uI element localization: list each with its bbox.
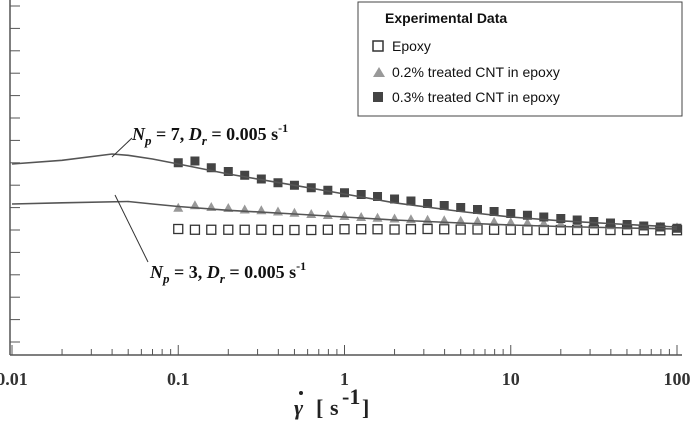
data-point-0.2-cnt [322,210,333,219]
data-point-0.3-cnt [556,214,566,223]
legend-item-epoxy: Epoxy [372,38,431,54]
data-point-0.2-cnt [405,214,416,224]
annotation-np7: Np = 7, Dr = 0.005 s-1 [111,121,288,158]
annotation-text: Np = 7, Dr = 0.005 s-1 [131,121,288,148]
data-point-epoxy [472,224,483,235]
x-axis-label-symbol: γ [294,395,304,420]
data-point-epoxy [289,224,300,236]
data-point-epoxy [272,224,284,236]
x-tick-label: 10 [502,369,520,389]
x-axis-label: γ [ s -1 ] [294,384,369,420]
data-point-0.3-cnt [655,222,665,232]
data-point-0.3-cnt [323,185,333,195]
model-curve [11,200,678,230]
data-point-epoxy [422,223,433,235]
legend: Experimental Data Epoxy 0.2% treated CNT… [357,1,683,117]
legend-label: Epoxy [392,38,431,54]
x-axis-label-unit: s [330,395,339,420]
x-tick-label: 100 [664,369,691,389]
x-tick-label: 0.01 [0,369,28,389]
data-point-epoxy [488,224,500,235]
legend-marker-filled-square [373,92,383,102]
data-point-0.3-cnt [373,192,383,201]
legend-label: 0.3% treated CNT in epoxy [392,89,560,105]
data-point-0.2-cnt [538,218,549,228]
data-point-0.3-cnt [423,199,433,208]
data-point-0.3-cnt [356,190,366,199]
data-point-epoxy [522,224,533,236]
data-point-0.2-cnt [306,209,317,218]
annotation-np3: Np = 3, Dr = 0.005 s-1 [114,194,306,286]
x-axis-label-bracket-close: ] [362,395,369,420]
data-point-epoxy [356,224,367,235]
legend-title: Experimental Data [385,10,507,26]
annotation-leader-line [114,194,149,263]
x-axis-tick-labels: 0.01 0.1 1 10 100 [0,369,691,389]
legend-item-0.2-cnt: 0.2% treated CNT in epoxy [373,64,560,80]
annotation-text: Np = 3, Dr = 0.005 s-1 [149,259,306,286]
data-point-0.3-cnt [190,156,200,166]
data-point-epoxy [505,224,516,235]
data-point-epoxy [239,224,250,235]
data-point-0.2-cnt [389,213,400,223]
data-point-epoxy [389,224,400,235]
data-point-epoxy [206,224,217,235]
data-point-epoxy [306,224,317,236]
data-point-0.3-cnt [489,207,499,216]
data-point-0.3-cnt [390,194,400,204]
data-point-epoxy [256,224,267,235]
data-point-epoxy [405,224,417,235]
data-point-0.3-cnt [589,217,599,226]
data-point-0.3-cnt [473,205,483,214]
data-point-0.2-cnt [272,206,283,216]
legend-label: 0.2% treated CNT in epoxy [392,64,560,80]
x-tick-label: 0.1 [167,369,190,389]
data-point-0.3-cnt [340,188,349,198]
legend-box [357,1,683,117]
data-point-0.2-cnt [372,212,383,222]
data-point-0.3-cnt [223,167,233,176]
data-point-0.2-cnt [289,207,300,217]
data-point-epoxy [439,224,450,235]
data-point-epoxy [372,224,383,235]
data-point-epoxy [339,224,350,235]
data-point-0.2-cnt [505,217,516,227]
data-point-0.3-cnt [173,158,183,168]
x-axis-label-bracket-open: [ [316,395,323,420]
data-point-0.2-cnt [339,211,350,220]
plot-area [11,153,683,236]
legend-marker-triangle [373,67,385,77]
y-axis-ticks [10,5,20,343]
data-point-0.3-cnt [456,203,466,212]
data-point-0.2-cnt [356,212,367,221]
data-point-0.3-cnt [539,212,549,222]
data-point-0.2-cnt [555,218,566,228]
data-point-0.3-cnt [206,163,216,173]
data-point-epoxy [173,223,184,235]
model-curve [11,153,678,228]
data-point-0.2-cnt [522,217,533,227]
x-axis-label-unit-exp: -1 [342,384,360,409]
data-point-epoxy [455,224,466,235]
x-axis-label-dot [299,391,303,395]
x-axis-ticks [11,345,678,355]
annotation-leader-line [111,137,133,158]
data-point-0.3-cnt [240,170,250,180]
data-point-epoxy [189,224,201,235]
data-point-0.3-cnt [522,210,532,220]
data-point-epoxy [322,224,333,235]
data-point-0.3-cnt [572,215,582,225]
data-point-epoxy [223,224,234,235]
legend-item-0.3-cnt: 0.3% treated CNT in epoxy [373,89,560,105]
legend-marker-open-square [372,40,384,52]
x-tick-label: 1 [340,369,349,389]
data-point-0.3-cnt [439,201,449,210]
data-point-0.3-cnt [506,209,516,218]
data-point-0.3-cnt [406,196,416,206]
